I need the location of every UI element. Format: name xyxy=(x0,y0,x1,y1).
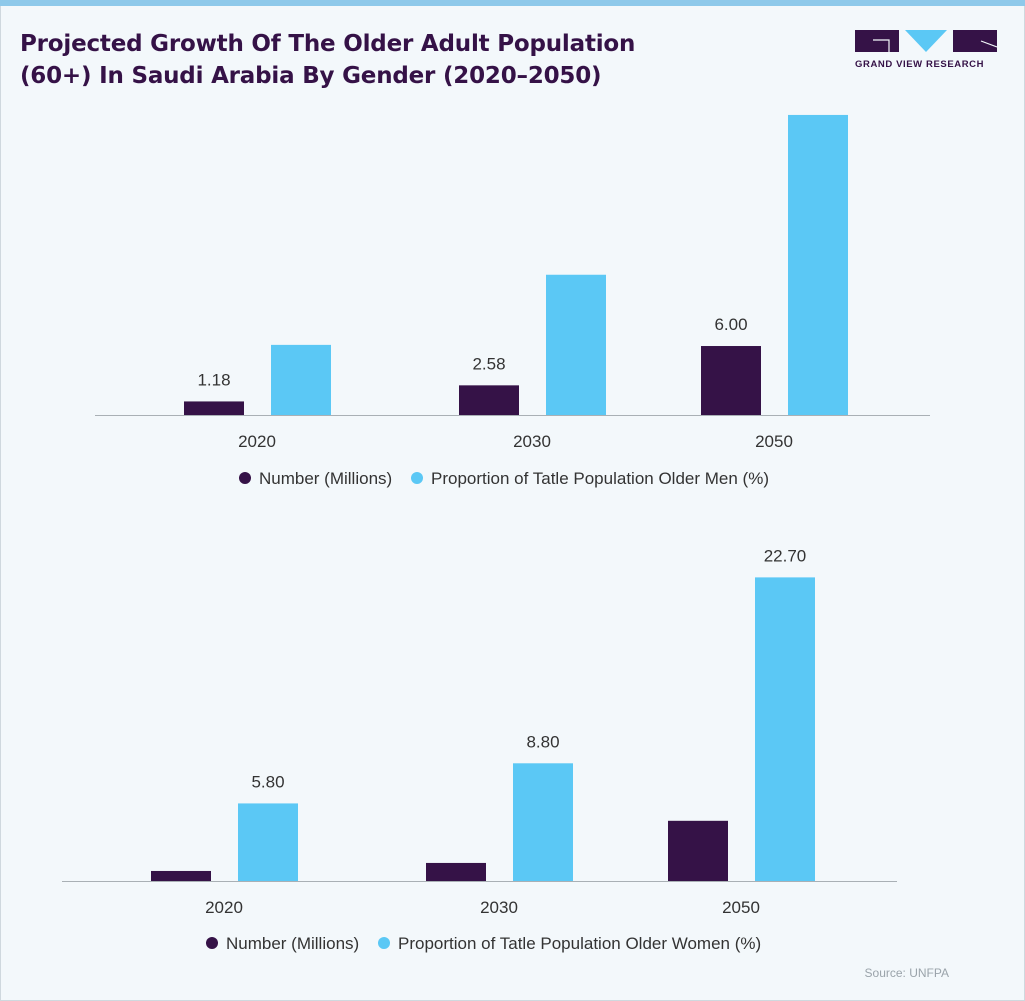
chart-title: Projected Growth Of The Older Adult Popu… xyxy=(20,28,635,92)
data-label: 1.18 xyxy=(197,370,230,389)
logo-mark-icon xyxy=(855,30,997,52)
legend-marker-icon xyxy=(378,937,390,949)
bar-proportion-2050 xyxy=(788,114,848,416)
bar-proportion-2020 xyxy=(238,803,298,881)
top-accent-stripe xyxy=(0,0,1025,6)
bar-number-2030 xyxy=(459,385,519,415)
bar-number-2030 xyxy=(426,862,486,881)
data-label: 5.80 xyxy=(251,772,284,791)
legend-marker-icon xyxy=(239,472,251,484)
bar-number-2050 xyxy=(668,820,728,881)
title-line-2: (60+) In Saudi Arabia By Gender (2020–20… xyxy=(20,63,602,89)
legend-label: Proportion of Tatle Population Older Wom… xyxy=(398,934,761,953)
x-tick-label: 2050 xyxy=(755,432,793,451)
legend-label: Proportion of Tatle Population Older Men… xyxy=(431,469,769,488)
title-line-1: Projected Growth Of The Older Adult Popu… xyxy=(20,31,636,57)
data-label: 6.00 xyxy=(714,315,747,334)
x-tick-label: 2030 xyxy=(480,898,518,917)
bar-proportion-2050 xyxy=(755,577,815,881)
legend-label: Number (Millions) xyxy=(259,469,392,488)
legend-label: Number (Millions) xyxy=(226,934,359,953)
x-tick-label: 2020 xyxy=(205,898,243,917)
bar-number-2020 xyxy=(151,870,211,881)
data-label: 8.80 xyxy=(526,732,559,751)
bar-number-2050 xyxy=(701,346,761,415)
legend-marker-icon xyxy=(411,472,423,484)
source-note: Source: UNFPA xyxy=(864,966,949,980)
bar-number-2020 xyxy=(184,401,244,415)
x-tick-label: 2050 xyxy=(722,898,760,917)
x-tick-label: 2020 xyxy=(238,432,276,451)
logo-text: GRAND VIEW RESEARCH xyxy=(855,59,985,70)
legend-marker-icon xyxy=(206,937,218,949)
bar-proportion-2020 xyxy=(271,344,331,415)
bar-proportion-2030 xyxy=(546,274,606,415)
data-label: 2.58 xyxy=(472,354,505,373)
data-label: 22.70 xyxy=(764,546,807,565)
bar-proportion-2030 xyxy=(513,763,573,881)
x-tick-label: 2030 xyxy=(513,432,551,451)
